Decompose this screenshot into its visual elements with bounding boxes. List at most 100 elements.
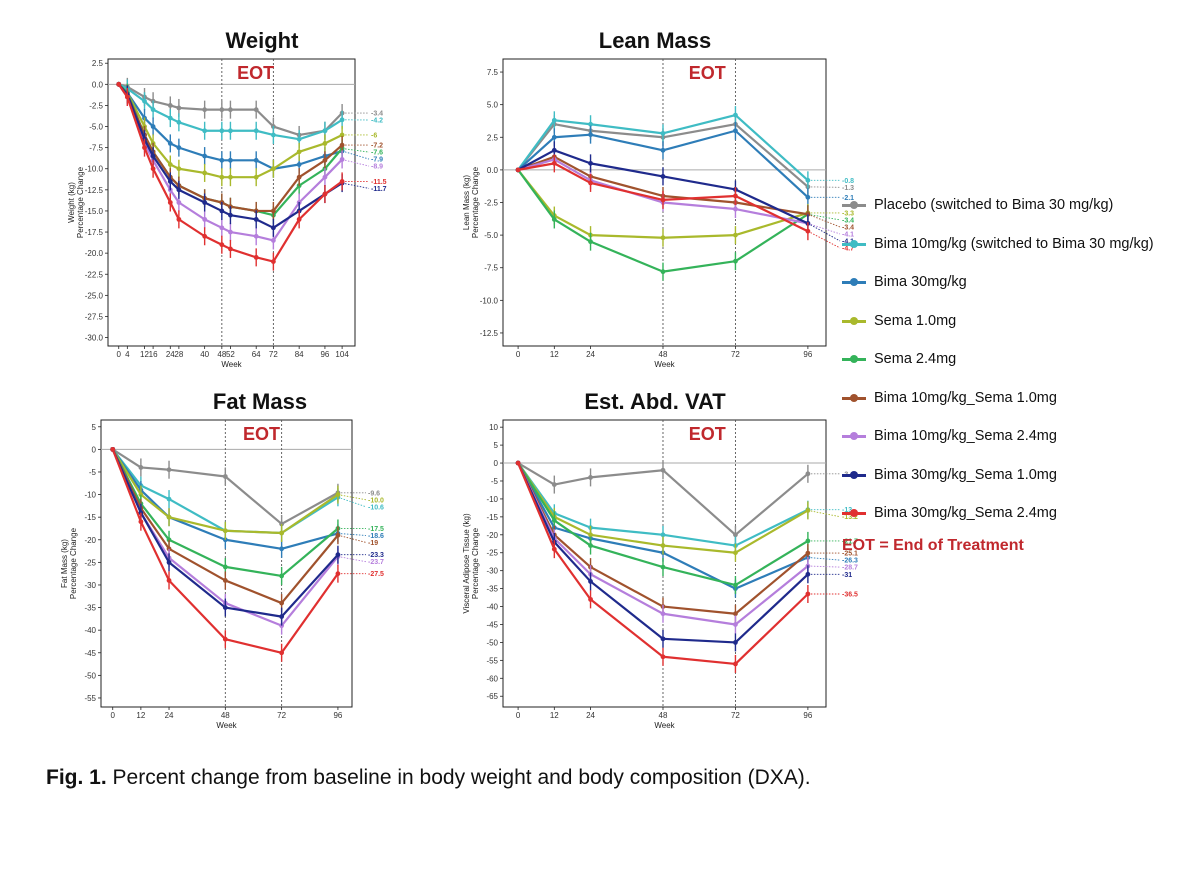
x-tick-label: 72 [277,711,286,720]
end-label: -4.1 [842,238,854,245]
data-point [660,467,666,473]
data-point [660,532,666,538]
eot-label: EOT [689,63,726,83]
data-point [219,174,225,180]
x-tick-label: 40 [200,350,209,359]
legend-items: Placebo (switched to Bima 30 mg/kg) Bima … [842,186,1192,533]
series: -0.8 [515,106,854,190]
data-point [166,546,172,552]
data-point [166,496,172,502]
legend-item: Bima 30mg/kg_Sema 1.0mg [842,456,1192,495]
data-point [228,128,233,134]
y-tick-label: 5 [494,441,499,450]
end-label-leader [337,534,367,543]
series-line [517,462,809,644]
data-point [166,578,172,583]
end-label: -13 [842,507,852,514]
y-tick-label: -30.0 [85,334,104,343]
y-tick-label: -25.0 [85,291,104,300]
data-point [228,212,233,218]
data-point [660,269,666,275]
x-tick-label: 24 [166,350,175,359]
data-point [660,654,666,660]
data-point [551,160,557,166]
data-point [222,636,228,642]
series-line [517,123,809,188]
end-label: -9.6 [368,490,380,497]
series-line [517,129,809,199]
chart-panel: Fat Mass EOT 5 0 -5 -10 -15 -20 -25 -30 -35 -40 -45 -… [60,389,384,730]
data-point [805,211,811,217]
series-line [517,155,809,216]
eot-label: EOT [243,424,280,444]
chart-title: Lean Mass [599,28,712,53]
data-point [588,543,593,548]
data-point [660,611,666,617]
data-point [733,112,738,118]
end-label: -13.2 [842,514,858,521]
data-point [222,564,228,570]
y-tick-label: -2.5 [89,101,103,110]
data-point [142,145,147,151]
data-point [176,105,182,111]
data-point [150,124,156,129]
x-tick-label: 72 [731,711,740,720]
data-point [588,132,593,138]
legend-swatch [842,353,866,365]
x-tick-label: 28 [174,350,183,359]
data-point [551,117,557,123]
data-point [253,233,259,239]
x-tick-label: 0 [117,350,122,359]
data-point [142,98,147,104]
end-label: -25.1 [842,551,858,558]
data-point [660,130,666,136]
end-label: -31 [842,572,852,579]
end-label: -10.0 [368,497,384,504]
y-tick-label: 2.5 [487,133,499,142]
x-tick-label: 16 [149,350,158,359]
data-point [150,166,156,172]
data-point [551,546,557,552]
series-line [117,83,343,179]
chart-panel: Est. Abd. VATEOT1050-5-10-15-20-25-30-35… [462,389,858,730]
data-point [202,107,208,113]
data-point [279,623,285,629]
end-label-leader [807,509,841,518]
data-point [805,550,811,556]
data-point [138,510,144,516]
data-point [219,208,225,214]
end-label: -4.1 [842,231,854,238]
end-label: -7.9 [371,157,383,164]
end-label: -18.6 [368,533,384,540]
x-tick-label: 104 [335,350,349,359]
eot-label: EOT [689,424,726,444]
data-point [219,157,225,163]
figure-caption: Fig. 1. Percent change from baseline in … [46,766,1166,790]
end-label: -21.7 [842,538,858,545]
y-tick-label: -35 [84,604,96,613]
data-point [202,200,208,205]
data-point [167,115,173,121]
data-point [116,81,122,87]
y-tick-label: 5.0 [487,101,499,110]
x-tick-label: 96 [803,350,812,359]
end-label: -10.6 [368,504,384,511]
data-point [202,170,208,176]
y-axis-label: Percentage Change [471,527,480,599]
legend-swatch [842,238,866,250]
y-tick-label: -15.0 [85,207,104,216]
y-tick-label: 0 [494,459,499,468]
data-point [270,225,276,231]
data-point [588,532,593,538]
y-tick-label: -12.5 [85,186,104,195]
data-point [805,508,811,513]
data-point [176,200,182,205]
data-point [733,582,738,588]
series: -21.7 [515,460,858,595]
legend-swatch [842,507,866,519]
data-point [228,174,233,180]
y-tick-label: -5 [491,477,499,486]
y-tick-label: 5 [92,423,97,432]
data-point [167,162,173,167]
data-point [253,157,259,163]
